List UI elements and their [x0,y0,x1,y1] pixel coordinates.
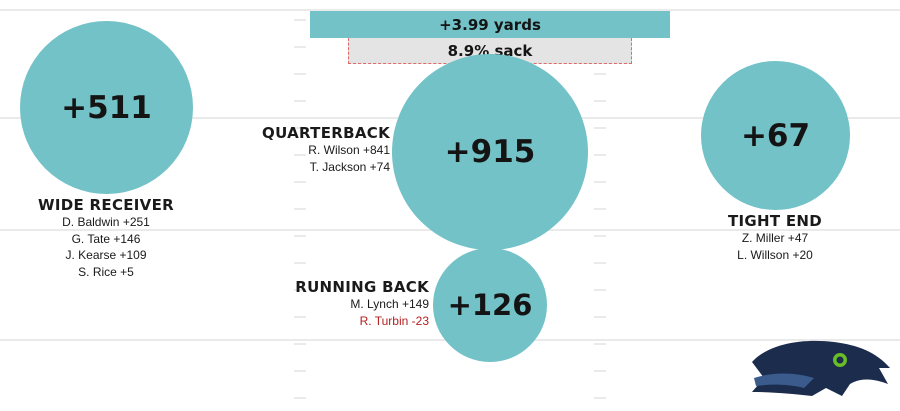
position-title-running-back: RUNNING BACK [295,278,429,296]
bubble-running-back: +126 [433,248,547,362]
bubble-value-wide-receiver: +511 [61,89,152,126]
yards-label: +3.99 yards [439,15,541,34]
position-title-wide-receiver: WIDE RECEIVER [38,196,174,214]
player-entry: S. Rice +5 [78,264,134,279]
bubble-value-tight-end: +67 [740,117,811,154]
player-entry: L. Willson +20 [737,247,813,262]
player-entry: R. Wilson +841 [308,143,390,157]
player-entry: J. Kearse +109 [65,248,147,262]
sack-rate-bar: 8.9% sack [348,38,632,64]
player-entry: M. Lynch +149 [350,297,429,311]
player-entry: G. Tate +146 [71,231,141,246]
position-title-quarterback: QUARTERBACK [262,124,390,142]
bubble-quarterback: +915 [392,54,588,250]
bubble-tight-end: +67 [701,61,850,210]
player-entry: Z. Miller +47 [741,231,809,245]
position-block-tight-end: TIGHT END Z. Miller +47 L. Willson +20 [675,212,875,263]
position-block-quarterback: QUARTERBACK R. Wilson +841 T. Jackson +7… [190,124,390,175]
position-block-running-back: RUNNING BACK M. Lynch +149 R. Turbin -23 [229,278,429,329]
bubble-wide-receiver: +511 [20,21,193,194]
position-title-tight-end: TIGHT END [727,212,823,230]
position-block-wide-receiver: WIDE RECEIVER D. Baldwin +251 G. Tate +1… [6,196,206,280]
bubble-value-quarterback: +915 [444,134,536,170]
player-entry: D. Baldwin +251 [62,215,150,229]
bubble-value-running-back: +126 [447,288,533,322]
yards-per-attempt-bar: +3.99 yards [310,11,670,38]
seahawks-logo [752,340,890,396]
player-entry-negative: R. Turbin -23 [359,313,429,328]
player-entry: T. Jackson +74 [309,159,390,174]
sack-label: 8.9% sack [447,41,533,60]
